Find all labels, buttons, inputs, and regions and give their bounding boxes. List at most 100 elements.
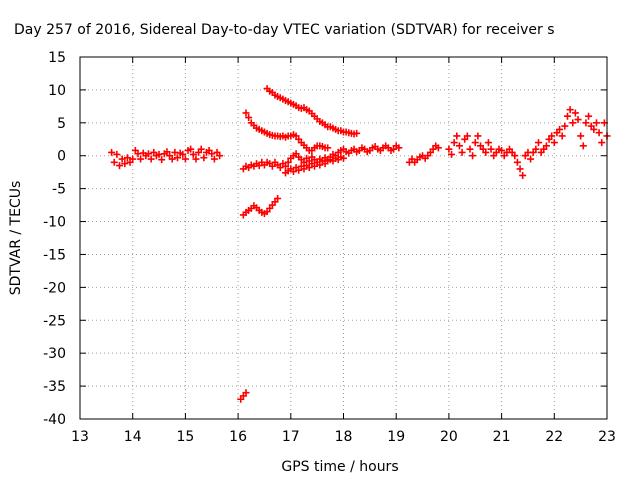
data-point: [311, 162, 319, 170]
data-point: [245, 114, 253, 122]
data-series-3: [237, 389, 250, 403]
data-point: [116, 162, 124, 170]
data-point: [242, 389, 250, 397]
data-point: [566, 106, 574, 114]
x-tick-label: 21: [493, 429, 511, 445]
data-point: [289, 168, 297, 176]
data-point: [598, 139, 606, 147]
y-tick-label: -10: [43, 215, 66, 231]
data-point: [574, 116, 582, 124]
data-point: [113, 150, 121, 158]
x-tick-label: 13: [71, 429, 89, 445]
y-tick-label: -15: [43, 247, 66, 263]
data-point: [108, 148, 116, 156]
y-tick-label: -20: [43, 280, 66, 296]
y-tick-label: 0: [57, 149, 66, 165]
data-point: [129, 155, 137, 163]
data-point: [147, 155, 155, 163]
data-point: [484, 139, 492, 147]
data-point: [316, 161, 324, 169]
data-point: [542, 142, 550, 150]
data-point: [577, 132, 585, 140]
data-point: [569, 119, 577, 127]
data-point: [498, 146, 506, 154]
data-point: [395, 144, 403, 152]
data-point: [216, 152, 224, 160]
data-point: [585, 112, 593, 120]
data-point: [450, 139, 458, 147]
data-point: [242, 109, 250, 117]
data-point: [187, 145, 195, 153]
data-point: [121, 160, 129, 168]
chart-title: Day 257 of 2016, Sidereal Day-to-day VTE…: [14, 22, 555, 38]
data-point: [448, 150, 456, 158]
data-point: [282, 162, 290, 170]
y-axis-label: SDTVAR / TECUs: [8, 181, 24, 296]
data-point: [268, 162, 276, 170]
data-point: [519, 171, 527, 179]
y-tick-label: -40: [43, 412, 66, 428]
x-tick-label: 22: [545, 429, 563, 445]
y-tick-label: -30: [43, 346, 66, 362]
x-tick-label: 19: [387, 429, 405, 445]
data-point: [295, 166, 303, 174]
data-point: [592, 119, 600, 127]
data-point: [173, 154, 181, 162]
y-tick-label: -5: [52, 182, 66, 198]
data-points: [108, 85, 611, 403]
data-point: [471, 139, 479, 147]
x-tick-label: 16: [229, 429, 247, 445]
x-tick-label: 18: [335, 429, 353, 445]
data-point: [458, 148, 466, 156]
data-point: [137, 155, 145, 163]
data-point: [276, 164, 284, 172]
data-point: [158, 156, 166, 164]
data-point: [513, 158, 521, 166]
data-point: [474, 132, 482, 140]
data-point: [189, 150, 197, 158]
data-point: [516, 165, 524, 173]
data-point: [163, 148, 171, 156]
data-series-7: [282, 153, 347, 177]
data-point: [455, 142, 463, 150]
data-point: [561, 122, 569, 130]
data-point: [534, 139, 542, 147]
x-tick-label: 17: [282, 429, 300, 445]
y-tick-label: 5: [57, 116, 66, 132]
x-tick-label: 14: [124, 429, 142, 445]
x-tick-label: 20: [440, 429, 458, 445]
data-point: [340, 154, 347, 162]
x-tick-label: 23: [598, 429, 616, 445]
data-point: [548, 132, 556, 140]
data-series-6: [239, 142, 403, 173]
data-point: [571, 109, 579, 117]
y-tick-labels: 15 10 5 0 -5 -10 -15 -20 -25 -30 -35 -40: [43, 50, 66, 428]
data-point: [200, 154, 208, 162]
data-point: [181, 155, 189, 163]
data-point: [192, 155, 200, 163]
data-series-8: [405, 106, 611, 179]
data-point: [469, 152, 477, 160]
y-tick-label: 15: [48, 50, 66, 66]
data-point: [466, 145, 474, 153]
data-point: [353, 129, 361, 137]
data-point: [550, 139, 558, 147]
data-point: [123, 154, 131, 162]
data-point: [179, 150, 187, 158]
data-point: [305, 164, 313, 172]
data-point: [590, 125, 598, 133]
data-point: [208, 150, 216, 158]
data-point: [487, 145, 495, 153]
data-point: [582, 119, 590, 127]
y-tick-label: 10: [48, 83, 66, 99]
plot-frame: [79, 56, 608, 420]
data-point: [210, 155, 218, 163]
x-axis-label: GPS time / hours: [281, 459, 398, 475]
data-point: [579, 142, 587, 150]
x-tick-label: 15: [176, 429, 194, 445]
data-point: [532, 145, 540, 153]
data-point: [274, 195, 282, 203]
data-point: [445, 145, 453, 153]
data-point: [563, 112, 571, 120]
